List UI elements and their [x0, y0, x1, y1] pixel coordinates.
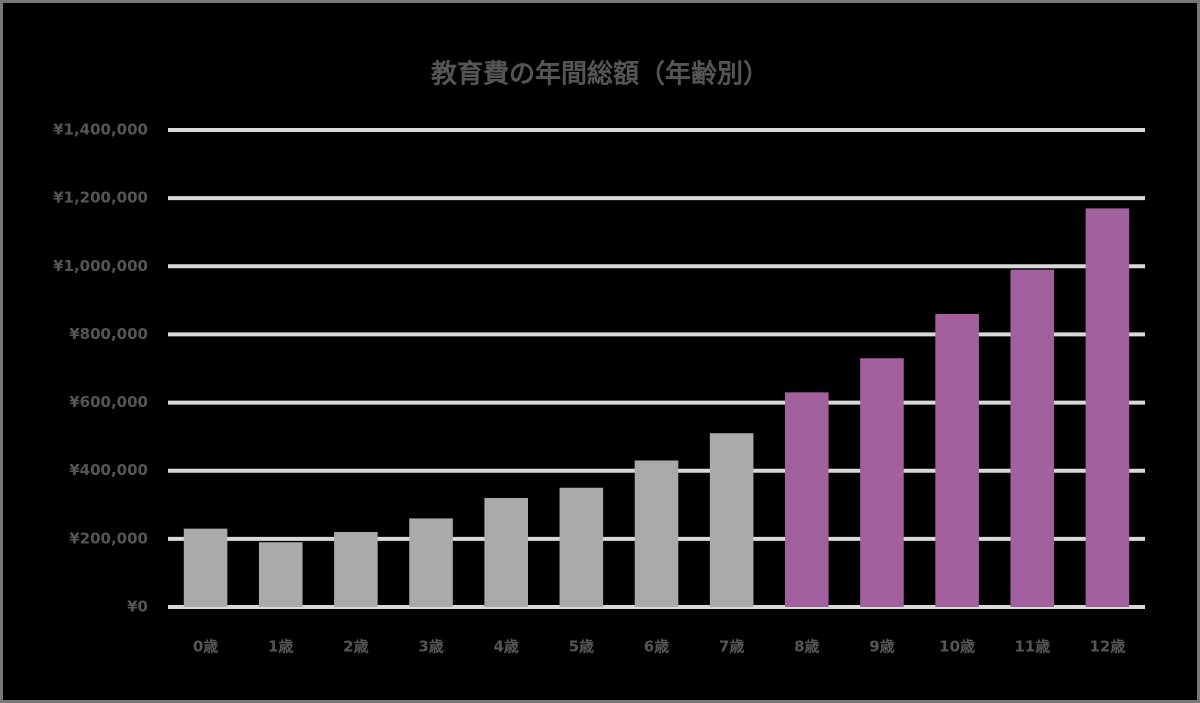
x-tick-label: 12歳 [1089, 638, 1125, 656]
bar [334, 532, 378, 607]
y-tick-label: ¥1,000,000 [53, 257, 148, 275]
y-tick-label: ¥400,000 [69, 461, 148, 479]
y-tick-label: ¥1,400,000 [53, 121, 148, 139]
x-tick-label: 2歳 [343, 638, 368, 656]
bar [1085, 208, 1130, 607]
bar [258, 542, 303, 607]
x-tick-label: 5歳 [569, 638, 594, 656]
bar [409, 518, 453, 607]
y-tick-label: ¥800,000 [69, 325, 148, 343]
x-tick-label: 0歳 [193, 638, 218, 656]
bar [634, 460, 679, 607]
bar [860, 358, 904, 607]
x-tick-label: 11歳 [1014, 638, 1050, 656]
x-tick-label: 9歳 [869, 638, 894, 656]
y-tick-label: ¥600,000 [69, 393, 148, 411]
bar [935, 313, 979, 607]
y-tick-label: ¥1,200,000 [53, 189, 148, 207]
y-tick-label: ¥200,000 [69, 529, 148, 547]
bar [709, 433, 754, 607]
x-tick-label: 7歳 [719, 638, 744, 656]
x-tick-label: 4歳 [493, 638, 518, 656]
x-tick-label: 8歳 [794, 638, 819, 656]
bar [785, 392, 829, 607]
bar [559, 487, 604, 607]
y-tick-label: ¥0 [127, 598, 148, 616]
x-tick-label: 1歳 [268, 638, 293, 656]
chart-title: 教育費の年間総額（年齢別） [431, 59, 769, 90]
bar [1010, 269, 1055, 607]
bar [484, 497, 528, 607]
bar [183, 528, 228, 607]
x-tick-label: 3歳 [418, 638, 443, 656]
x-tick-label: 10歳 [939, 638, 975, 656]
x-tick-label: 6歳 [644, 638, 669, 656]
